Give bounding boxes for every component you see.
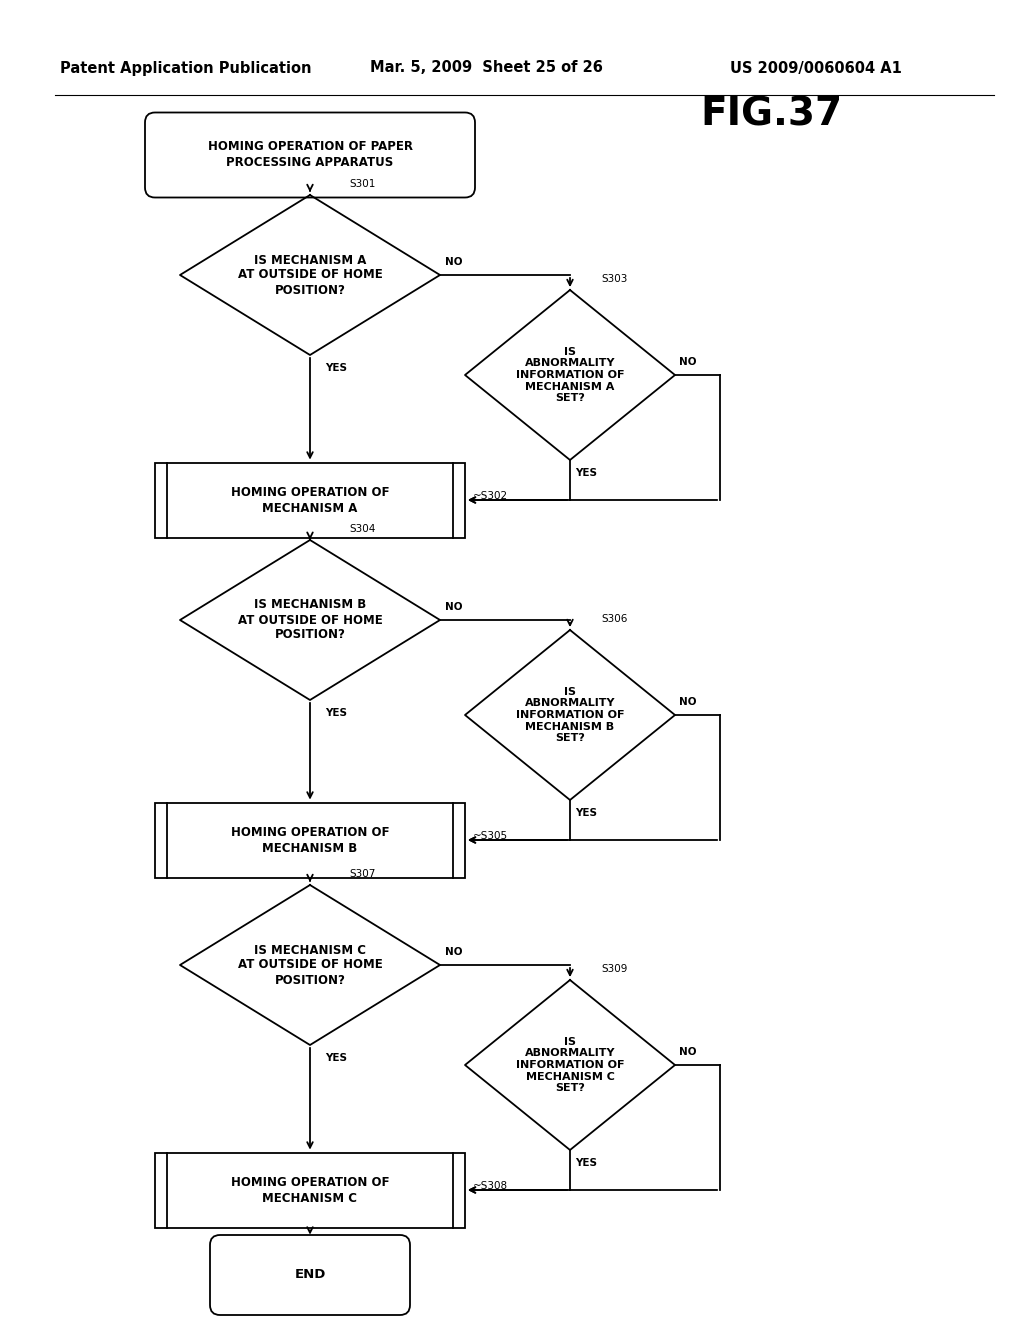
Text: HOMING OPERATION OF
MECHANISM C: HOMING OPERATION OF MECHANISM C — [230, 1176, 389, 1204]
Text: Mar. 5, 2009  Sheet 25 of 26: Mar. 5, 2009 Sheet 25 of 26 — [370, 61, 603, 75]
Text: Patent Application Publication: Patent Application Publication — [60, 61, 311, 75]
Text: HOMING OPERATION OF PAPER
PROCESSING APPARATUS: HOMING OPERATION OF PAPER PROCESSING APP… — [208, 140, 413, 169]
Text: END: END — [294, 1269, 326, 1282]
Text: NO: NO — [679, 356, 696, 367]
Bar — [155, 1152, 465, 1228]
Text: YES: YES — [325, 1053, 347, 1063]
Text: IS
ABNORMALITY
INFORMATION OF
MECHANISM B
SET?: IS ABNORMALITY INFORMATION OF MECHANISM … — [516, 686, 625, 743]
Text: ~S308: ~S308 — [473, 1181, 508, 1191]
Text: US 2009/0060604 A1: US 2009/0060604 A1 — [730, 61, 902, 75]
Text: IS MECHANISM C
AT OUTSIDE OF HOME
POSITION?: IS MECHANISM C AT OUTSIDE OF HOME POSITI… — [238, 944, 382, 986]
FancyBboxPatch shape — [145, 112, 475, 198]
Text: FIG.37: FIG.37 — [700, 96, 842, 135]
Text: NO: NO — [445, 946, 463, 957]
Text: YES: YES — [575, 1158, 597, 1168]
Text: S309: S309 — [601, 964, 628, 974]
FancyBboxPatch shape — [210, 1236, 410, 1315]
Bar — [155, 803, 465, 878]
Text: IS MECHANISM A
AT OUTSIDE OF HOME
POSITION?: IS MECHANISM A AT OUTSIDE OF HOME POSITI… — [238, 253, 382, 297]
Text: HOMING OPERATION OF
MECHANISM B: HOMING OPERATION OF MECHANISM B — [230, 825, 389, 854]
Text: ~S305: ~S305 — [473, 832, 508, 841]
Text: IS
ABNORMALITY
INFORMATION OF
MECHANISM A
SET?: IS ABNORMALITY INFORMATION OF MECHANISM … — [516, 347, 625, 403]
Text: IS
ABNORMALITY
INFORMATION OF
MECHANISM C
SET?: IS ABNORMALITY INFORMATION OF MECHANISM … — [516, 1036, 625, 1093]
Bar — [155, 462, 465, 537]
Text: S301: S301 — [349, 180, 376, 189]
Text: NO: NO — [445, 602, 463, 612]
Text: YES: YES — [325, 363, 347, 374]
Text: YES: YES — [325, 708, 347, 718]
Text: HOMING OPERATION OF
MECHANISM A: HOMING OPERATION OF MECHANISM A — [230, 486, 389, 515]
Text: S303: S303 — [601, 275, 628, 284]
Text: S304: S304 — [349, 524, 376, 535]
Text: NO: NO — [679, 1047, 696, 1057]
Text: NO: NO — [679, 697, 696, 708]
Text: YES: YES — [575, 808, 597, 818]
Text: YES: YES — [575, 469, 597, 478]
Text: S307: S307 — [349, 869, 376, 879]
Text: ~S302: ~S302 — [473, 491, 508, 502]
Text: IS MECHANISM B
AT OUTSIDE OF HOME
POSITION?: IS MECHANISM B AT OUTSIDE OF HOME POSITI… — [238, 598, 382, 642]
Text: S306: S306 — [601, 614, 628, 624]
Text: NO: NO — [445, 257, 463, 267]
